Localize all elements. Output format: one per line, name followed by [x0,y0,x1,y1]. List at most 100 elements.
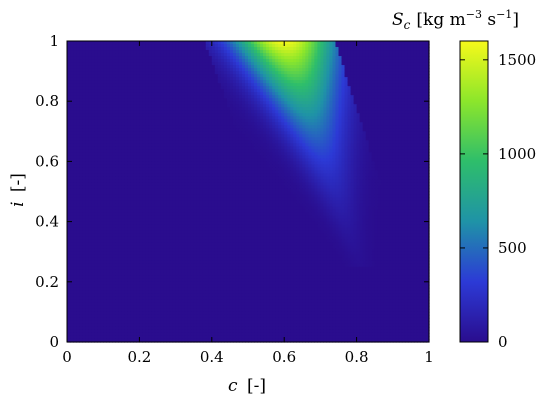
heatmap-cell [115,107,119,111]
heatmap-cell [115,50,119,54]
heatmap-cell [85,47,89,51]
heatmap-cell [133,59,137,63]
heatmap-cell [238,107,243,111]
heatmap-cell [202,101,207,105]
heatmap-cell [85,74,89,78]
heatmap-cell [395,125,400,129]
heatmap-cell [229,128,234,132]
heatmap-cell [118,134,122,138]
heatmap-cell [205,134,210,138]
heatmap-cell [275,47,279,51]
heatmap-cell [272,41,276,45]
heatmap-cell [163,98,168,102]
heatmap-cell [124,83,128,87]
heatmap-cell [419,113,424,117]
heatmap-cell [214,41,219,45]
heatmap-cell [269,83,273,87]
heatmap-cell [302,119,306,123]
heatmap-cell [235,113,240,117]
heatmap-cell [332,77,337,81]
heatmap-cell [359,86,364,90]
heatmap-cell [278,41,282,45]
heatmap-cell [130,125,134,129]
heatmap-cell [311,62,315,66]
heatmap-cell [130,41,134,45]
heatmap-cell [76,110,80,114]
heatmap-cell [94,113,98,117]
heatmap-cell [157,95,162,99]
heatmap-cell [199,92,204,96]
heatmap-cell [386,47,391,51]
heatmap-cell [103,77,107,81]
heatmap-cell [220,65,225,69]
heatmap-cell [73,77,77,81]
heatmap-cell [290,53,294,57]
heatmap-cell [275,125,279,129]
heatmap-cell [226,50,231,54]
heatmap-cell [163,119,168,123]
heatmap-cell [190,116,195,120]
heatmap-cell [67,137,71,141]
heatmap-cell [229,107,234,111]
heatmap-cell [73,98,77,102]
heatmap-cell [395,110,400,114]
heatmap-cell [368,107,373,111]
heatmap-cell [395,71,400,75]
heatmap-cell [332,92,337,96]
heatmap-cell [302,65,306,69]
heatmap-cell [299,95,303,99]
heatmap-cell [293,56,297,60]
heatmap-cell [347,56,352,60]
heatmap-cell [118,56,122,60]
heatmap-cell [413,116,418,120]
heatmap-cell [124,131,128,135]
heatmap-cell [401,107,406,111]
heatmap-cell [344,80,349,84]
heatmap-cell [398,80,403,84]
heatmap-cell [419,53,424,57]
heatmap-cell [332,113,337,117]
heatmap-cell [157,50,162,54]
heatmap-cell [121,74,125,78]
heatmap-cell [232,122,237,126]
heatmap-cell [88,59,92,63]
heatmap-cell [296,92,300,96]
heatmap-cell [232,107,237,111]
heatmap-cell [347,83,352,87]
heatmap-cell [329,104,334,108]
heatmap-cell [175,95,180,99]
heatmap-cell [76,107,80,111]
heatmap-cell [85,104,89,108]
heatmap-cell [248,53,252,57]
heatmap-cell [422,107,427,111]
heatmap-cell [181,119,186,123]
heatmap-cell [377,116,382,120]
heatmap-cell [211,116,216,120]
heatmap-cell [407,131,412,135]
heatmap-cell [365,107,370,111]
heatmap-cell [115,92,119,96]
heatmap-cell [181,68,186,72]
heatmap-cell [133,107,137,111]
heatmap-cell [296,128,300,132]
heatmap-cell [211,44,216,48]
heatmap-cell [211,62,216,66]
heatmap-cell [383,44,388,48]
heatmap-cell [356,62,361,66]
heatmap-cell [335,104,340,108]
heatmap-cell [284,125,288,129]
heatmap-cell [281,47,285,51]
heatmap-cell [299,128,303,132]
heatmap-cell [323,47,328,51]
heatmap-cell [157,113,162,117]
heatmap-cell [401,122,406,126]
heatmap-cell [347,134,352,138]
heatmap-cell [284,83,288,87]
heatmap-cell [211,56,216,60]
heatmap-cell [269,95,273,99]
heatmap-cell [260,122,264,126]
heatmap-cell [347,77,352,81]
heatmap-cell [178,116,183,120]
heatmap-cell [344,83,349,87]
heatmap-cell [395,113,400,117]
